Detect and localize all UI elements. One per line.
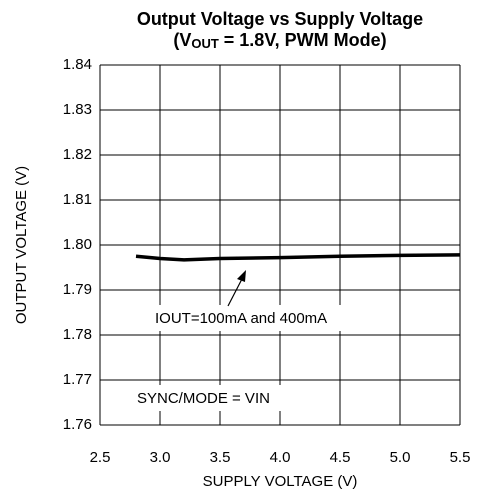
- chart-subtitle: (VOUT = 1.8V, PWM Mode): [173, 30, 386, 52]
- y-tick-label: 1.76: [63, 416, 92, 433]
- subtitle-part: = 1.8V, PWM Mode): [219, 30, 387, 50]
- x-tick-label: 3.5: [210, 449, 231, 466]
- y-tick-label: 1.81: [63, 191, 92, 208]
- subtitle-subscript: OUT: [191, 36, 219, 51]
- annotation: IOUT=100mA and 400mA: [155, 310, 327, 327]
- x-axis-label: SUPPLY VOLTAGE (V): [203, 473, 358, 490]
- x-tick-label: 3.0: [150, 449, 171, 466]
- y-tick-label: 1.80: [63, 236, 92, 253]
- x-tick-label: 5.5: [450, 449, 471, 466]
- annotation-background: [132, 385, 312, 411]
- annotations: IOUT=100mA and 400mA SYNC/MODE = VIN: [132, 270, 372, 411]
- x-tick-label: 4.0: [270, 449, 291, 466]
- data-line: [135, 253, 461, 262]
- x-tick-label: 2.5: [90, 449, 111, 466]
- plot-area: 1.76 1.77 1.78 1.79 1.80 1.81 1.82 1.83 1.84 2.5 3…: [63, 56, 471, 466]
- y-tick-label: 1.77: [63, 371, 92, 388]
- y-tick-label: 1.82: [63, 146, 92, 163]
- x-tick-label: 4.5: [330, 449, 351, 466]
- x-tick-label: 5.0: [390, 449, 411, 466]
- chart-title: Output Voltage vs Supply Voltage: [137, 9, 423, 29]
- arrow-head: [237, 270, 246, 282]
- annotation-background: [150, 305, 372, 331]
- y-tick-label: 1.79: [63, 281, 92, 298]
- subtitle-part: (V: [173, 30, 191, 50]
- y-tick-label: 1.83: [63, 101, 92, 118]
- annotation-arrow: [227, 276, 244, 307]
- y-axis-label: OUTPUT VOLTAGE (V): [13, 166, 30, 324]
- annotation: SYNC/MODE = VIN: [137, 390, 270, 407]
- y-tick-label: 1.78: [63, 326, 92, 343]
- y-tick-label: 1.84: [63, 56, 92, 73]
